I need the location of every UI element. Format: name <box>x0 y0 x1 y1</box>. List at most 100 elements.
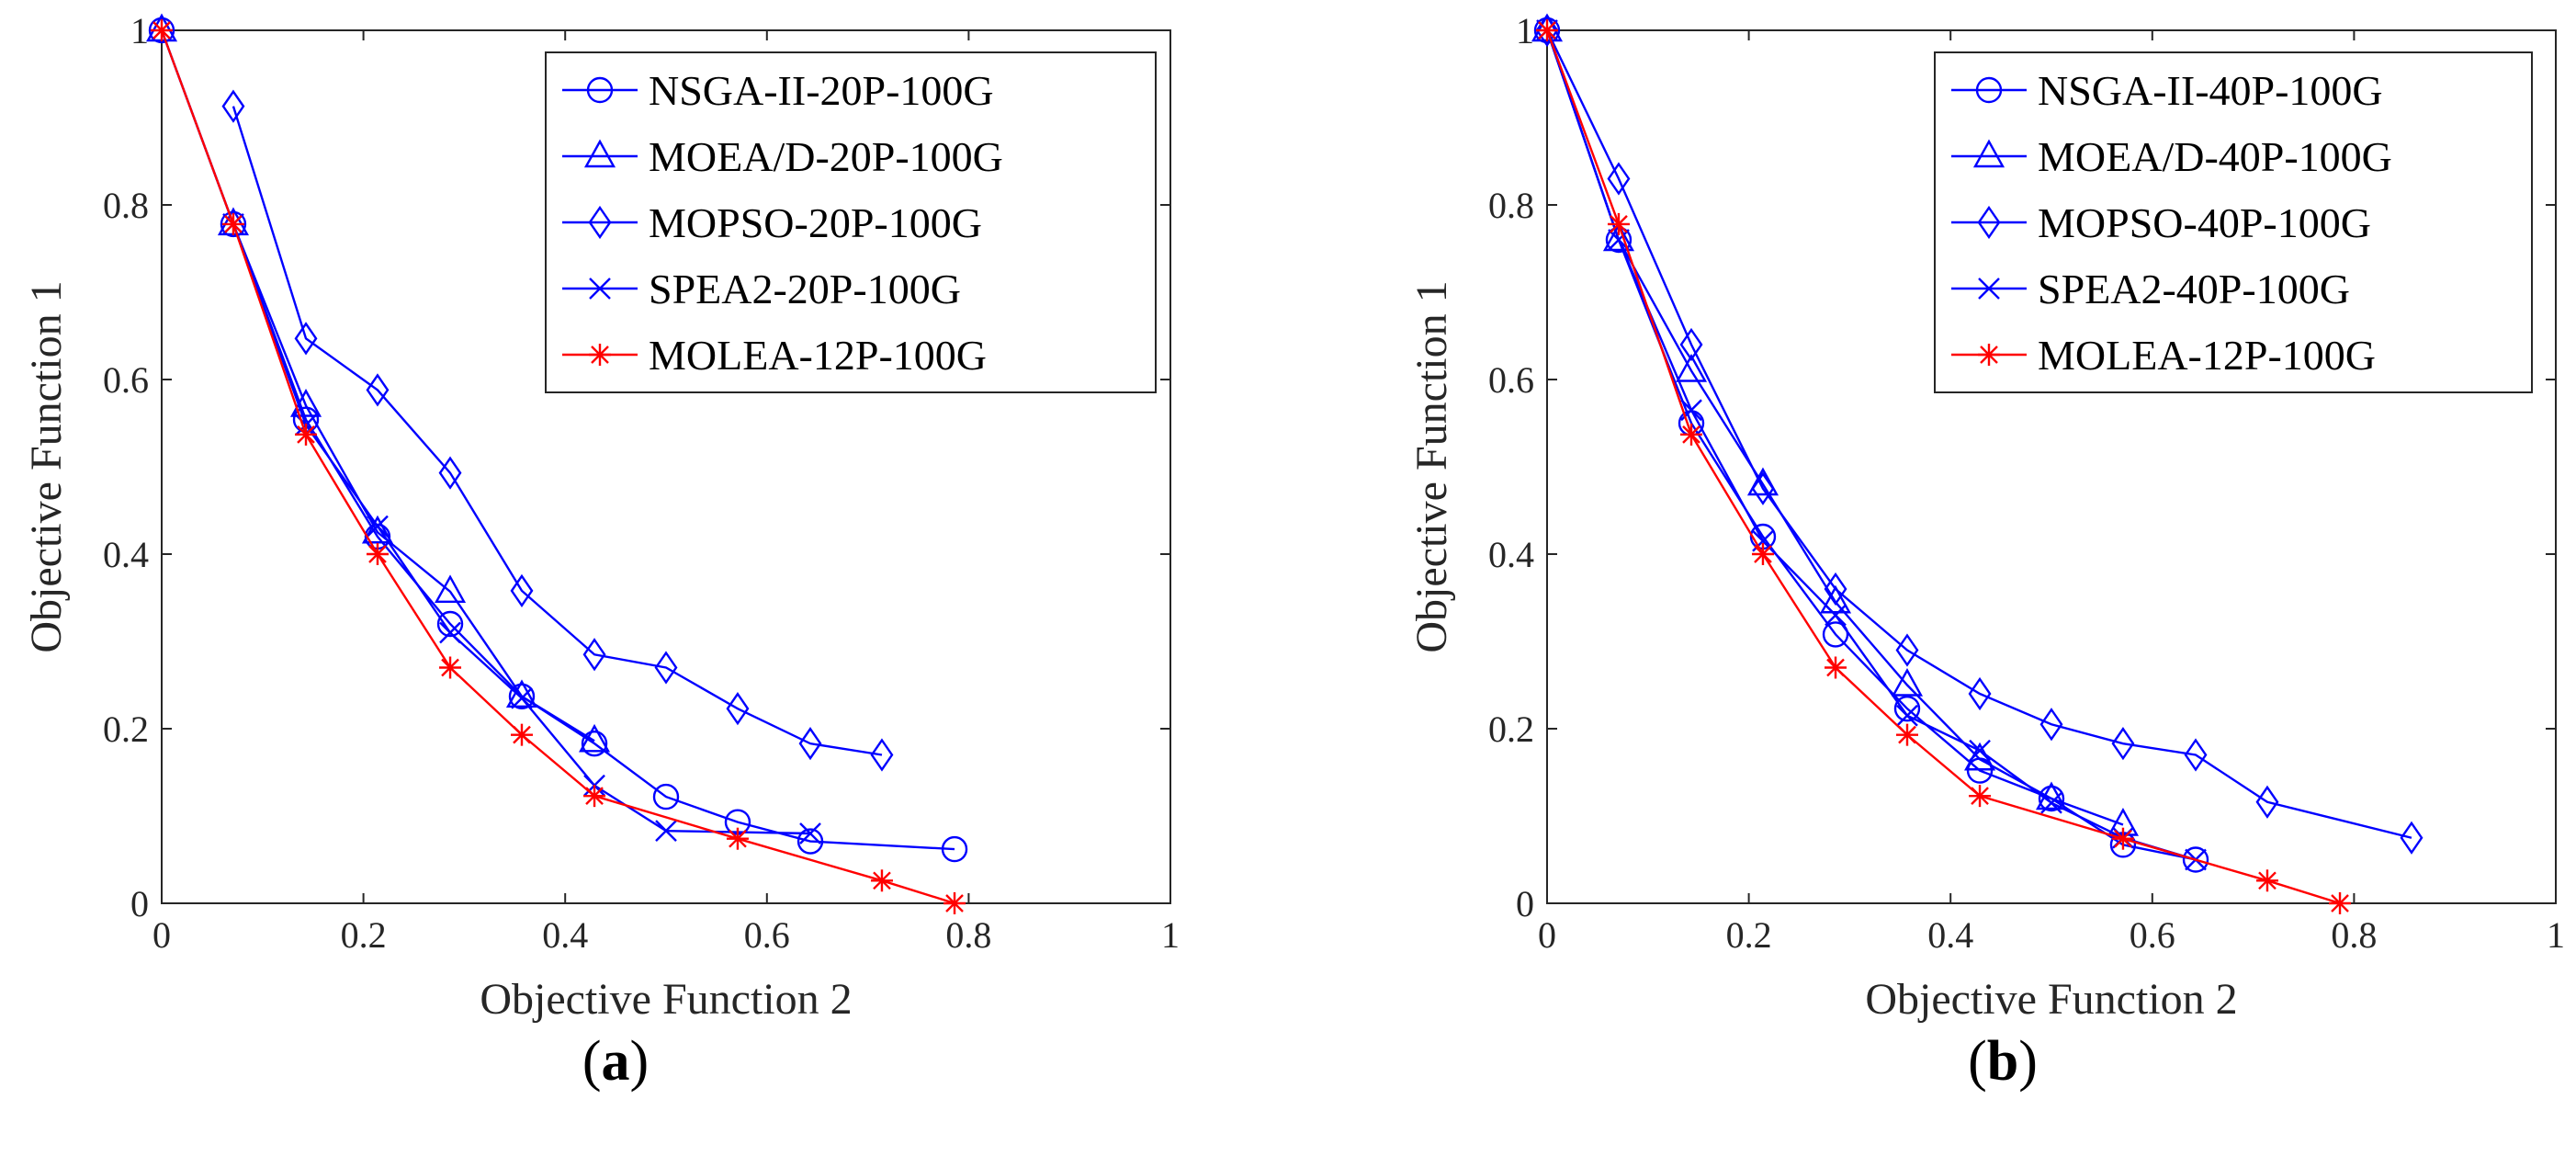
data-point <box>652 783 680 810</box>
chart-panel-a: 0 0.2 0.4 0.6 0.8 1 0 0.2 0.4 0.6 0.8 1 NSGA-II-20P-… <box>22 10 1180 1093</box>
circle-marker <box>1822 621 1849 648</box>
data-point <box>1751 543 1774 565</box>
x-tick-label: 0.2 <box>341 914 387 956</box>
legend-marker <box>589 344 611 366</box>
data-point <box>510 723 533 746</box>
legend-item: MOPSO-40P-100G <box>1951 199 2371 246</box>
legend-label: MOEA/D-20P-100G <box>649 133 1003 180</box>
x-marker-stroke <box>511 686 533 709</box>
asterisk-marker-stroke <box>873 871 891 890</box>
circle-marker <box>2038 785 2065 812</box>
x-tick-label: 1 <box>1161 914 1180 956</box>
series-line <box>232 223 811 835</box>
diamond-marker <box>1824 572 1847 606</box>
data-point <box>726 692 750 726</box>
triangle-marker <box>361 515 394 544</box>
data-point <box>2039 708 2063 742</box>
diamond-marker <box>1751 471 1775 505</box>
triangle-marker <box>1746 467 1779 496</box>
data-point <box>870 738 894 772</box>
legend-label: MOPSO-40P-100G <box>2038 199 2371 246</box>
data-point <box>1824 572 1847 606</box>
triangle-marker <box>1819 584 1852 614</box>
caption-close-paren: ) <box>2018 1030 2038 1093</box>
series-line <box>160 29 955 905</box>
x-tick-label: 0.8 <box>2331 914 2377 956</box>
asterisk-marker-stroke <box>2258 871 2277 890</box>
series-line <box>1545 29 2412 839</box>
x-marker-stroke <box>1969 739 1991 762</box>
legend-marker <box>589 278 611 300</box>
asterisk-marker-stroke <box>945 894 964 912</box>
legend: NSGA-II-40P-100G MOEA/D-40P-100G MOPSO-40P… <box>1934 51 2533 393</box>
diamond-marker <box>1977 205 2001 240</box>
data-point <box>1895 633 1919 667</box>
y-tick-label: 1 <box>130 10 149 51</box>
asterisk-marker-stroke <box>591 346 609 364</box>
panel-caption: (a) <box>582 1030 649 1093</box>
circle-marker <box>652 783 680 810</box>
data-point <box>1893 695 1921 722</box>
data-point <box>870 869 893 892</box>
data-point <box>1607 212 1630 235</box>
data-point <box>2184 738 2208 772</box>
legend-item: MOEA/D-40P-100G <box>1951 133 2392 180</box>
data-point <box>582 638 606 672</box>
x-axis-label: Objective Function 2 <box>480 975 852 1024</box>
y-tick-label: 0.8 <box>1488 185 1534 226</box>
data-point <box>510 573 534 608</box>
data-point <box>581 730 608 757</box>
x-tick-label: 1 <box>2547 914 2565 956</box>
legend-item: NSGA-II-20P-100G <box>562 67 994 114</box>
x-tick-label: 0.6 <box>2130 914 2175 956</box>
asterisk-marker-stroke <box>1754 545 1772 563</box>
asterisk-marker-stroke <box>153 21 171 40</box>
circle-marker <box>220 210 247 238</box>
legend-item: NSGA-II-40P-100G <box>1951 67 2383 114</box>
caption-letter: a <box>602 1030 630 1093</box>
y-axis-label: Objective Function 1 <box>22 280 71 652</box>
data-point <box>1751 471 1775 505</box>
x-axis-label: Objective Function 2 <box>1865 975 2237 1024</box>
caption-open-paren: ( <box>582 1030 602 1093</box>
data-point <box>797 828 824 855</box>
data-point <box>151 19 173 41</box>
data-point <box>508 683 536 710</box>
data-point <box>2329 892 2352 914</box>
diamond-marker <box>2039 708 2063 742</box>
data-point <box>2255 869 2278 892</box>
data-point <box>2111 827 2134 850</box>
diamond-marker <box>1607 162 1631 196</box>
x-marker-stroke <box>1825 604 1847 627</box>
asterisk-marker-stroke <box>729 829 747 848</box>
data-point <box>2400 821 2423 855</box>
series-line <box>232 106 883 756</box>
data-point <box>221 212 244 235</box>
diamond-marker <box>654 651 678 685</box>
x-tick-label: 0 <box>153 914 171 956</box>
circle-marker <box>586 76 614 104</box>
diamond-marker <box>2400 821 2423 855</box>
data-point <box>438 456 462 490</box>
data-point <box>799 822 821 844</box>
diamond-marker <box>366 373 390 407</box>
asterisk-marker-stroke <box>1682 425 1700 444</box>
asterisk-marker-stroke <box>1538 21 1556 40</box>
triangle-marker <box>583 139 616 168</box>
data-point <box>436 610 464 638</box>
legend-label: MOPSO-20P-100G <box>649 199 982 246</box>
circle-marker <box>1975 76 2003 104</box>
circle-marker <box>436 610 464 638</box>
diamond-marker <box>2184 738 2208 772</box>
legend-marker <box>583 139 616 168</box>
legend: NSGA-II-20P-100G MOEA/D-20P-100G MOPSO-20P… <box>545 51 1157 393</box>
x-tick-label: 0.4 <box>542 914 588 956</box>
series-line <box>1545 29 2197 861</box>
diamond-marker <box>870 738 894 772</box>
asterisk-marker-stroke <box>368 545 387 563</box>
asterisk-marker-stroke <box>2331 894 2349 912</box>
data-point <box>726 827 749 850</box>
asterisk-marker-stroke <box>224 215 243 233</box>
legend-label: SPEA2-20P-100G <box>649 266 961 312</box>
legend-label: MOEA/D-40P-100G <box>2038 133 2392 180</box>
